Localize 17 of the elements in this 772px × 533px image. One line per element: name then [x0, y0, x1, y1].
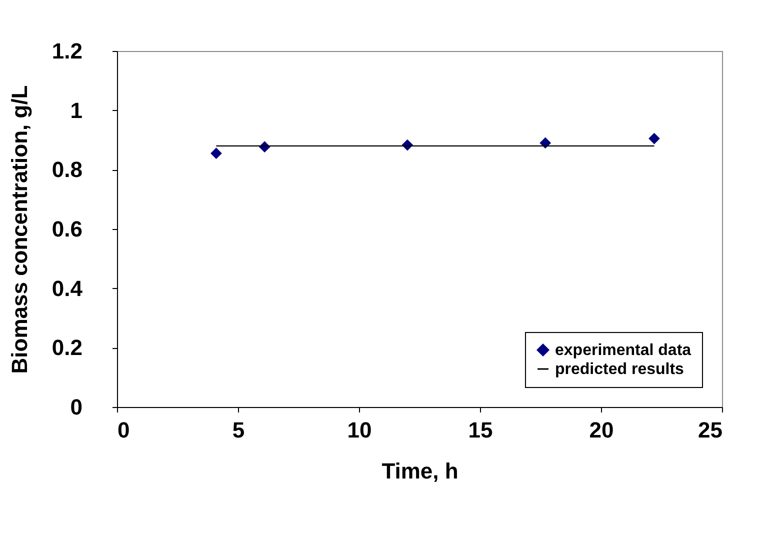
y-tick-label: 0.8	[52, 157, 82, 182]
x-tick-label: 10	[347, 418, 372, 442]
y-tick-label: 0.4	[52, 276, 84, 301]
y-tick-label: 0.2	[52, 335, 82, 360]
x-axis-title: Time, h	[382, 458, 458, 484]
x-tick-label: 25	[698, 418, 722, 442]
y-tick-label: 0.6	[52, 216, 82, 242]
legend-label: predicted results	[555, 361, 684, 378]
y-tick-label: 0	[70, 394, 82, 420]
y-tick-label: 1.2	[52, 38, 82, 64]
y-tick-label: 1	[70, 98, 82, 123]
x-tick-label: 15	[468, 418, 493, 442]
x-tick-label: 5	[232, 418, 245, 442]
x-tick-label: 0	[118, 418, 130, 442]
legend-label: experimental data	[555, 342, 692, 359]
y-axis-title: Biomass concentration, g/L	[6, 85, 32, 374]
x-tick-label: 20	[589, 418, 614, 442]
